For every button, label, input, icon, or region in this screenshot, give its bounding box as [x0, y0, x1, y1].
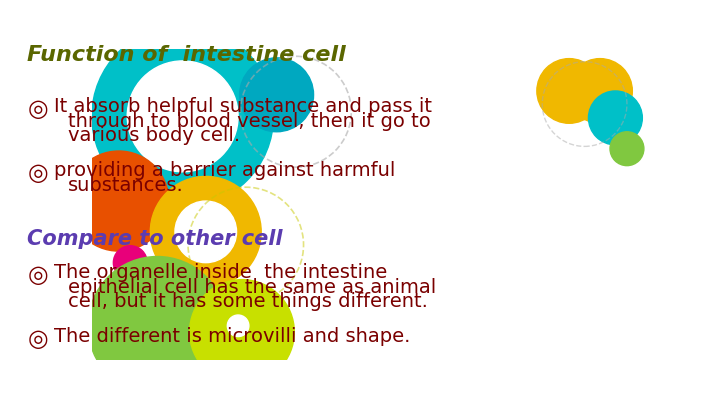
Ellipse shape [610, 132, 644, 166]
Text: Function of  intestine cell: Function of intestine cell [27, 45, 346, 65]
Ellipse shape [68, 151, 168, 251]
Text: The different is microvilli and shape.: The different is microvilli and shape. [54, 327, 410, 346]
Text: through to blood vessel, then it go to: through to blood vessel, then it go to [68, 112, 431, 131]
Text: The organelle inside  the intestine: The organelle inside the intestine [54, 263, 387, 282]
Text: ◎: ◎ [27, 97, 48, 121]
Text: ◎: ◎ [27, 161, 48, 185]
Ellipse shape [88, 256, 227, 395]
Text: various body cell.: various body cell. [68, 126, 240, 145]
Text: providing a barrier against harmful: providing a barrier against harmful [54, 161, 395, 180]
Ellipse shape [175, 201, 237, 263]
Text: Compare to other cell: Compare to other cell [27, 229, 283, 249]
Text: substances.: substances. [68, 176, 184, 195]
Ellipse shape [113, 246, 148, 279]
Text: ◎: ◎ [27, 327, 48, 351]
Ellipse shape [228, 315, 249, 337]
Ellipse shape [567, 59, 632, 123]
Text: epithelial cell has the same as animal: epithelial cell has the same as animal [68, 278, 436, 297]
Text: It absorb helpful substance and pass it: It absorb helpful substance and pass it [54, 97, 432, 116]
Ellipse shape [189, 279, 294, 384]
Ellipse shape [150, 177, 261, 287]
Ellipse shape [127, 61, 238, 172]
Text: cell, but it has some things different.: cell, but it has some things different. [68, 292, 428, 311]
Text: ◎: ◎ [27, 263, 48, 287]
Ellipse shape [240, 58, 314, 132]
Ellipse shape [92, 26, 274, 207]
Ellipse shape [537, 59, 601, 123]
Ellipse shape [588, 91, 642, 145]
